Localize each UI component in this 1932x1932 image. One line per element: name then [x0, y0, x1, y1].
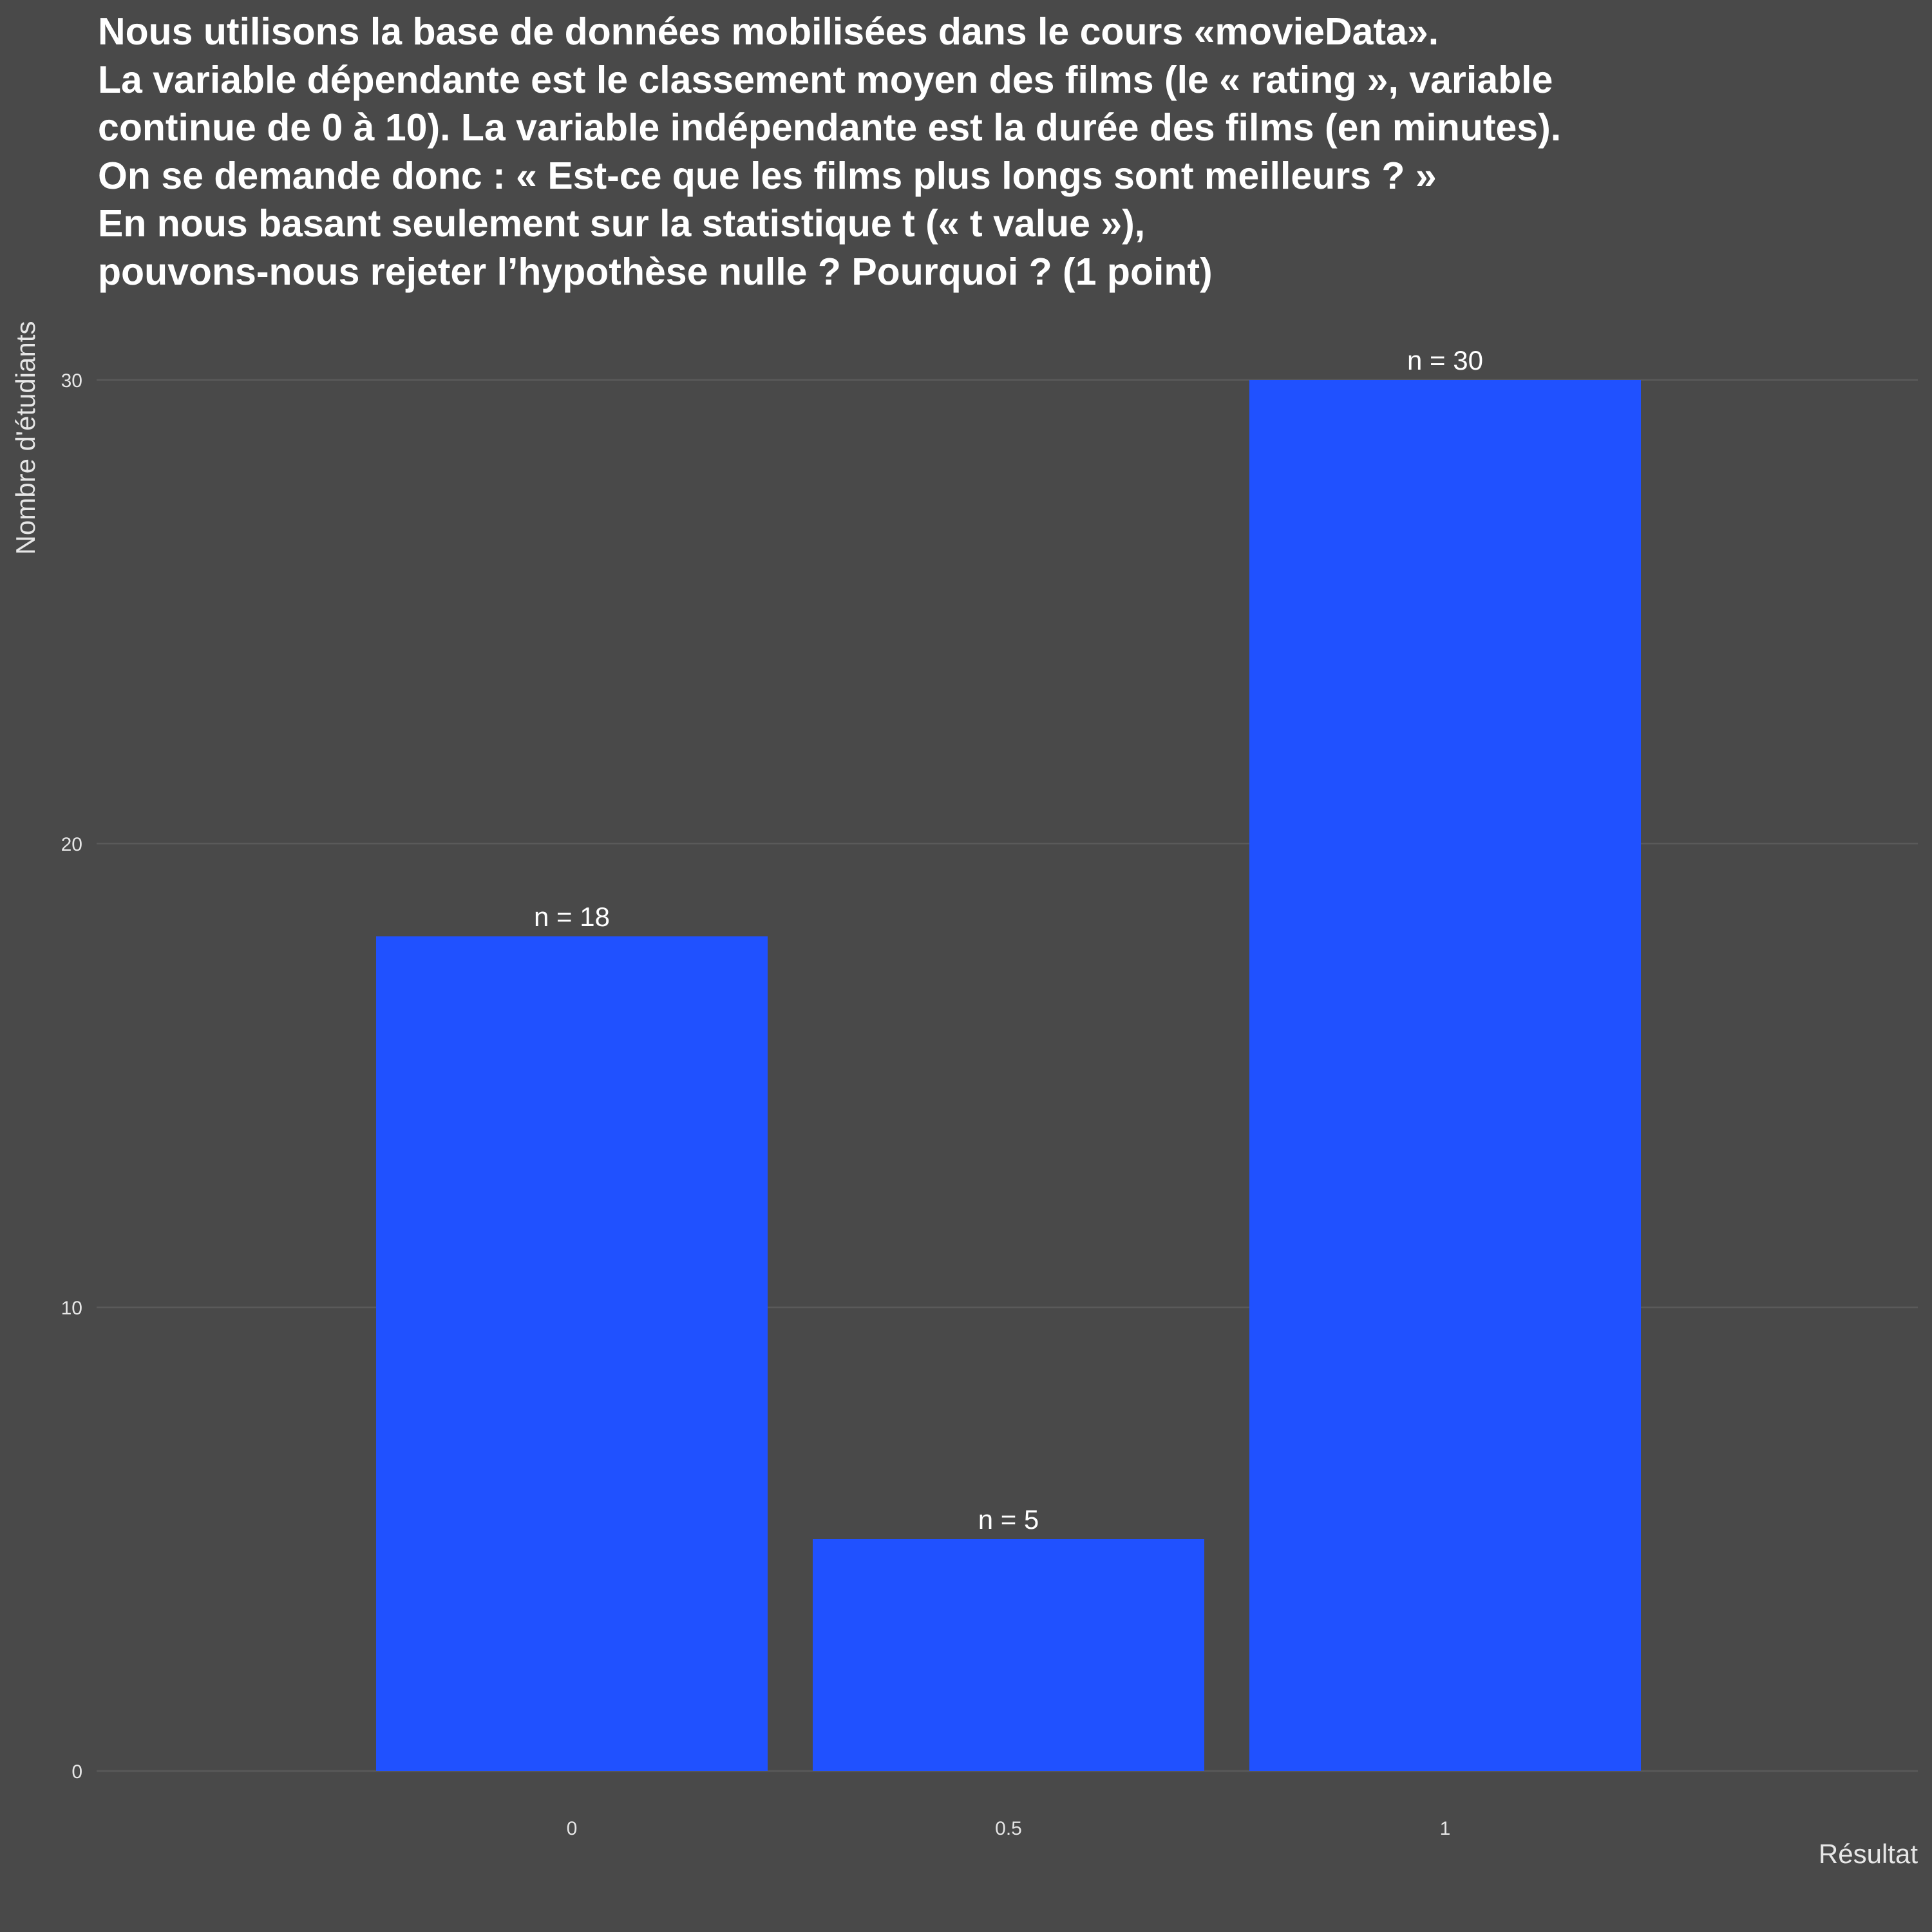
x-axis-title: Résultat [1819, 1839, 1918, 1869]
y-axis-title: Nombre d'étudiants [10, 321, 41, 555]
bar-data-label: n = 5 [978, 1504, 1039, 1535]
x-tick-label: 0.5 [995, 1818, 1022, 1839]
y-tick-label: 30 [61, 370, 82, 392]
bars [376, 380, 1641, 1771]
y-axis-ticks: 0 10 20 30 [61, 370, 82, 1783]
bar-1 [1249, 380, 1641, 1771]
bar-0.5 [813, 1539, 1204, 1771]
y-tick-label: 10 [61, 1298, 82, 1319]
bar-data-label: n = 30 [1407, 345, 1483, 375]
bar-data-label: n = 18 [534, 902, 610, 932]
x-tick-label: 0 [567, 1818, 578, 1839]
data-labels: n = 18 n = 5 n = 30 [534, 345, 1483, 1535]
x-axis-ticks: 0 0.5 1 [567, 1818, 1451, 1839]
chart-title: Nous utilisons la base de données mobili… [98, 8, 1914, 296]
y-tick-label: 20 [61, 834, 82, 855]
title-line: Nous utilisons la base de données mobili… [98, 10, 1439, 53]
x-tick-label: 1 [1440, 1818, 1451, 1839]
title-line: En nous basant seulement sur la statisti… [98, 202, 1146, 245]
title-line: continue de 0 à 10). La variable indépen… [98, 106, 1562, 149]
title-line: pouvons-nous rejeter l’hypothèse nulle ?… [98, 250, 1213, 293]
bar-0 [376, 936, 768, 1771]
title-line: On se demande donc : « Est-ce que les fi… [98, 154, 1437, 197]
y-tick-label: 0 [71, 1761, 82, 1783]
title-line: La variable dépendante est le classement… [98, 58, 1553, 101]
